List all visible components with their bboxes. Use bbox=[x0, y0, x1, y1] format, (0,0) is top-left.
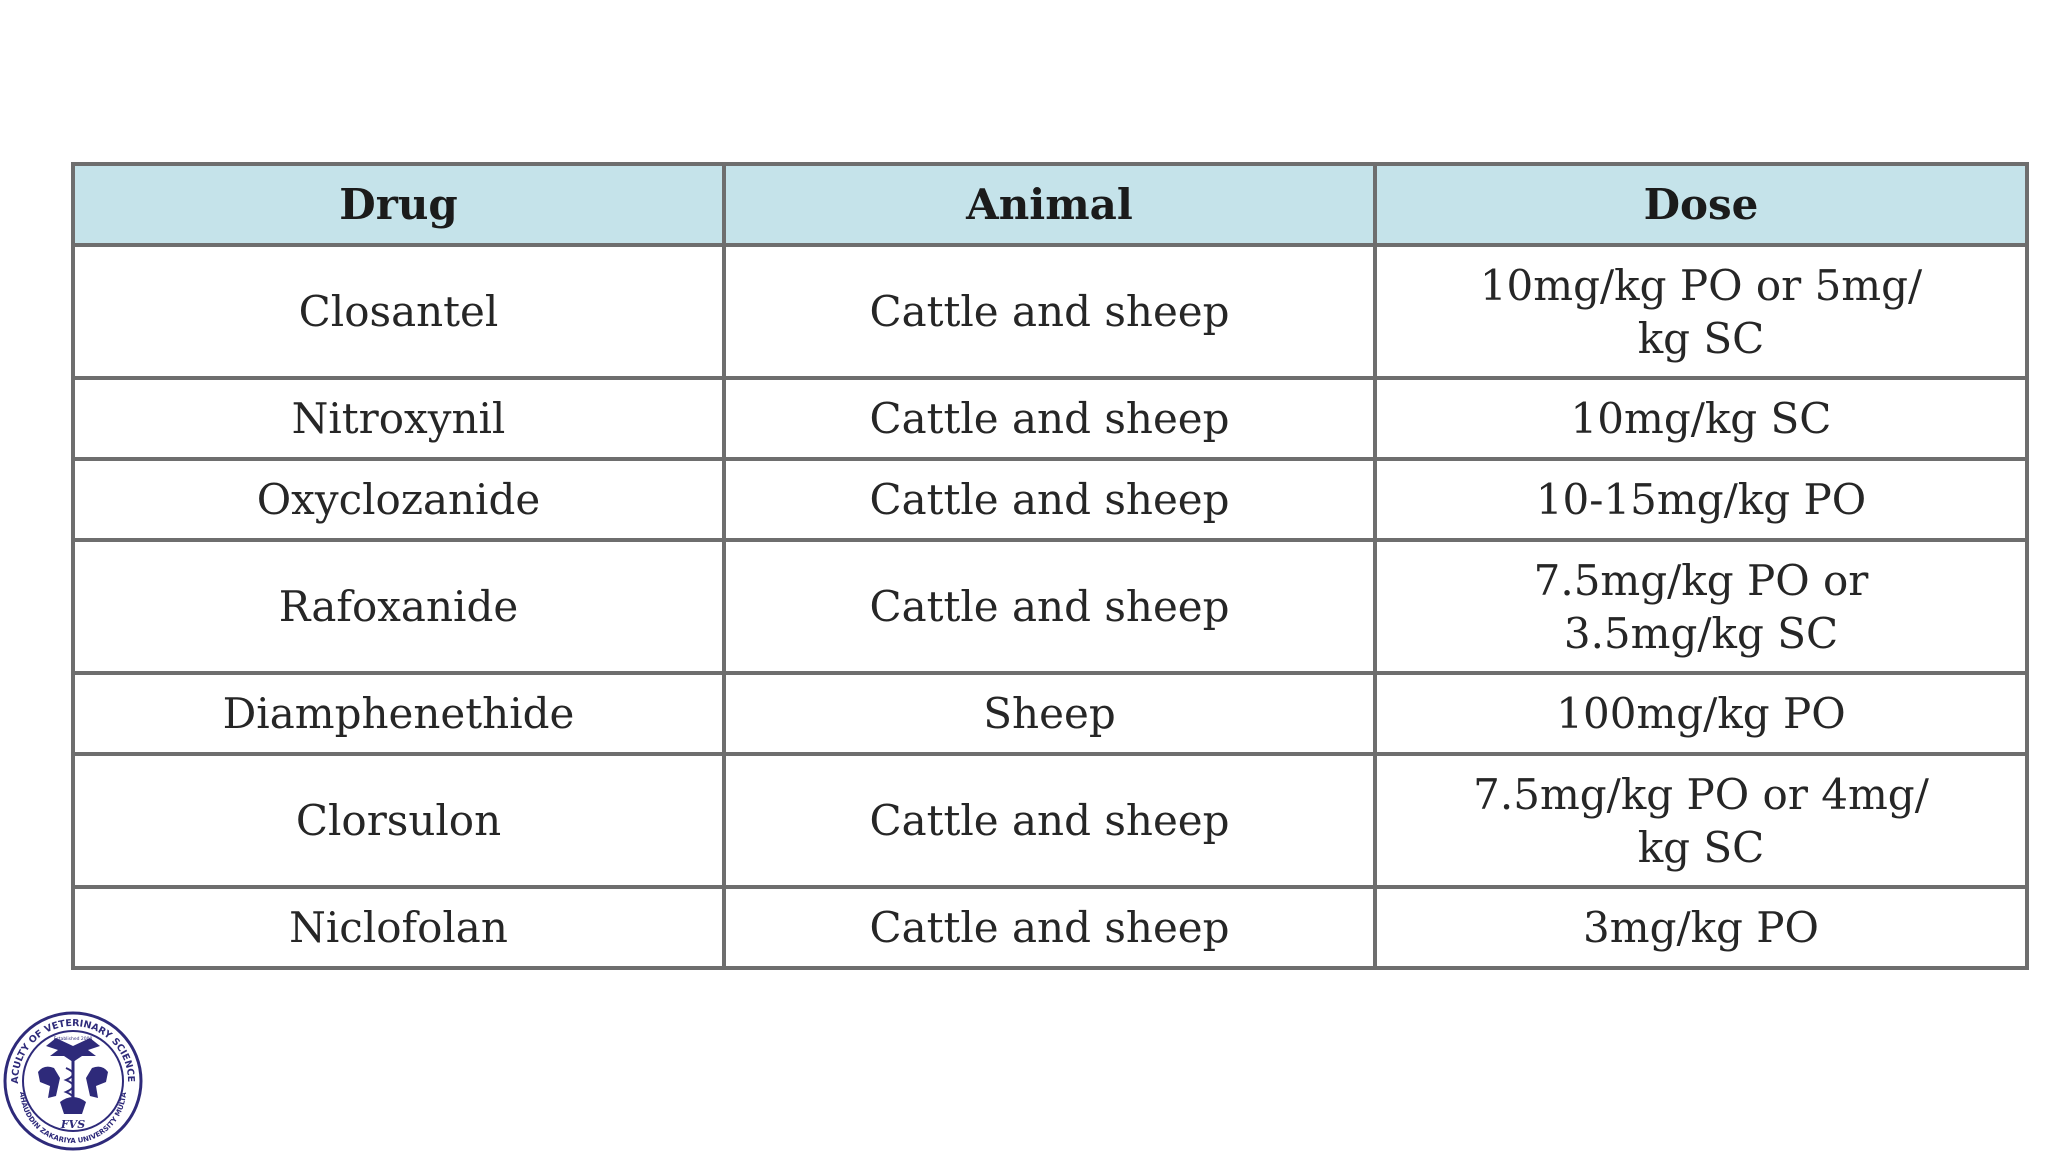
header-drug: Drug bbox=[71, 162, 726, 247]
animal-cell: Cattle and sheep bbox=[722, 457, 1377, 542]
table-row: Clorsulon Cattle and sheep 7.5mg/kg PO o… bbox=[71, 752, 2029, 889]
dose-cell: 10mg/kg SC bbox=[1373, 376, 2029, 461]
dose-line-1: 7.5mg/kg PO or 4mg/ bbox=[1473, 769, 1929, 819]
animal-cell: Cattle and sheep bbox=[722, 752, 1377, 889]
drug-cell: Nitroxynil bbox=[71, 376, 726, 461]
drug-cell: Diamphenethide bbox=[71, 671, 726, 756]
drug-cell: Oxyclozanide bbox=[71, 457, 726, 542]
table-row: Oxyclozanide Cattle and sheep 10-15mg/kg… bbox=[71, 457, 2029, 542]
header-dose: Dose bbox=[1373, 162, 2029, 247]
seal-established: Established 2000 bbox=[54, 1036, 93, 1042]
dose-cell: 10mg/kg PO or 5mg/kg SC bbox=[1373, 243, 2029, 380]
drug-cell: Clorsulon bbox=[71, 752, 726, 889]
drug-cell: Closantel bbox=[71, 243, 726, 380]
dose-cell: 7.5mg/kg PO or 4mg/kg SC bbox=[1373, 752, 2029, 889]
dose-cell: 3mg/kg PO bbox=[1373, 885, 2029, 970]
header-animal: Animal bbox=[722, 162, 1377, 247]
university-seal-icon: FACULTY OF VETERINARY SCIENCES BAHAUDDIN… bbox=[0, 1002, 144, 1152]
animal-cell: Sheep bbox=[722, 671, 1377, 756]
dose-cell: 7.5mg/kg PO or 3.5mg/kg SC bbox=[1373, 538, 2029, 675]
seal-monogram: FVS bbox=[60, 1118, 85, 1131]
dose-line-2: kg SC bbox=[1637, 822, 1765, 872]
dose-table-container: Drug Animal Dose Closantel Cattle and sh… bbox=[71, 162, 2029, 970]
dose-line-2: kg SC bbox=[1637, 313, 1765, 363]
animal-cell: Cattle and sheep bbox=[722, 885, 1377, 970]
seal-graphic: FACULTY OF VETERINARY SCIENCES BAHAUDDIN… bbox=[0, 1002, 143, 1151]
table-row: Niclofolan Cattle and sheep 3mg/kg PO bbox=[71, 885, 2029, 970]
dose-line-1: 7.5mg/kg PO or bbox=[1533, 555, 1869, 605]
animal-cell: Cattle and sheep bbox=[722, 538, 1377, 675]
dose-cell: 10-15mg/kg PO bbox=[1373, 457, 2029, 542]
table-row: Diamphenethide Sheep 100mg/kg PO bbox=[71, 671, 2029, 756]
animal-cell: Cattle and sheep bbox=[722, 243, 1377, 380]
animal-cell: Cattle and sheep bbox=[722, 376, 1377, 461]
header-row: Drug Animal Dose bbox=[71, 162, 2029, 247]
dose-table: Drug Animal Dose Closantel Cattle and sh… bbox=[71, 162, 2029, 970]
table-row: Rafoxanide Cattle and sheep 7.5mg/kg PO … bbox=[71, 538, 2029, 675]
dose-line-2: 3.5mg/kg SC bbox=[1563, 608, 1839, 658]
table-row: Nitroxynil Cattle and sheep 10mg/kg SC bbox=[71, 376, 2029, 461]
dose-line-1: 10mg/kg PO or 5mg/ bbox=[1479, 260, 1923, 310]
table-row: Closantel Cattle and sheep 10mg/kg PO or… bbox=[71, 243, 2029, 380]
drug-cell: Niclofolan bbox=[71, 885, 726, 970]
dose-cell: 100mg/kg PO bbox=[1373, 671, 2029, 756]
drug-cell: Rafoxanide bbox=[71, 538, 726, 675]
